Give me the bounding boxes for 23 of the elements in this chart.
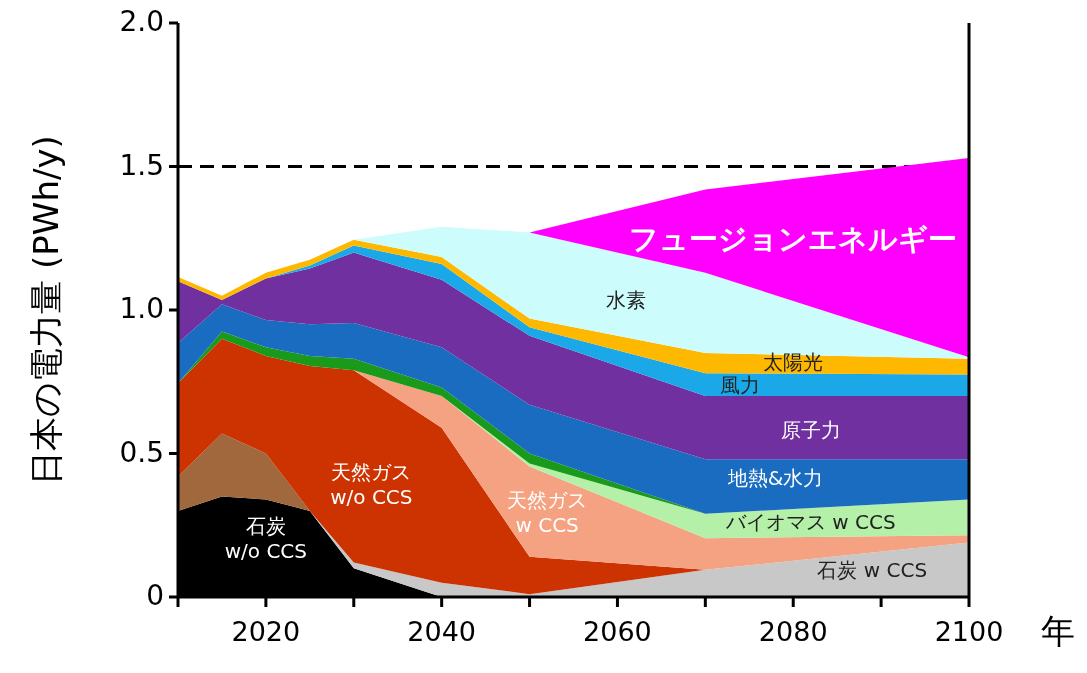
y-tick-label: 0 [146, 579, 164, 612]
y-tick-label: 0.5 [119, 435, 164, 469]
x-tick-label: 2040 [407, 615, 477, 647]
series-label: 太陽光 [763, 349, 824, 374]
series-label: 原子力 [780, 418, 841, 443]
series-label: 天然ガス w CCS [507, 488, 588, 538]
series-label: 石炭 w CCS [817, 557, 928, 582]
y-tick-label: 1.0 [119, 292, 164, 325]
x-axis-title: 年 [1041, 610, 1075, 651]
x-tick-label: 2100 [934, 615, 1004, 647]
series-label: 風力 [720, 372, 761, 397]
series-label: 天然ガス w/o CCS [330, 459, 413, 509]
x-tick-label: 2060 [583, 615, 652, 647]
series-label: 石炭 w/o CCS [224, 514, 308, 564]
series-label: フュージョンエネルギー [629, 222, 958, 257]
series-label: 地熱&水力 [726, 465, 824, 490]
x-tick-label: 2020 [231, 615, 301, 647]
y-tick-label: 1.5 [119, 148, 164, 182]
x-tick-label: 2080 [758, 615, 828, 647]
y-axis-title: 日本の電力量 (PWh/y) [25, 135, 66, 485]
series-label: 水素 [606, 287, 647, 312]
y-tick-label: 2.0 [119, 5, 164, 38]
series-label: バイオマス w CCS [724, 510, 896, 535]
